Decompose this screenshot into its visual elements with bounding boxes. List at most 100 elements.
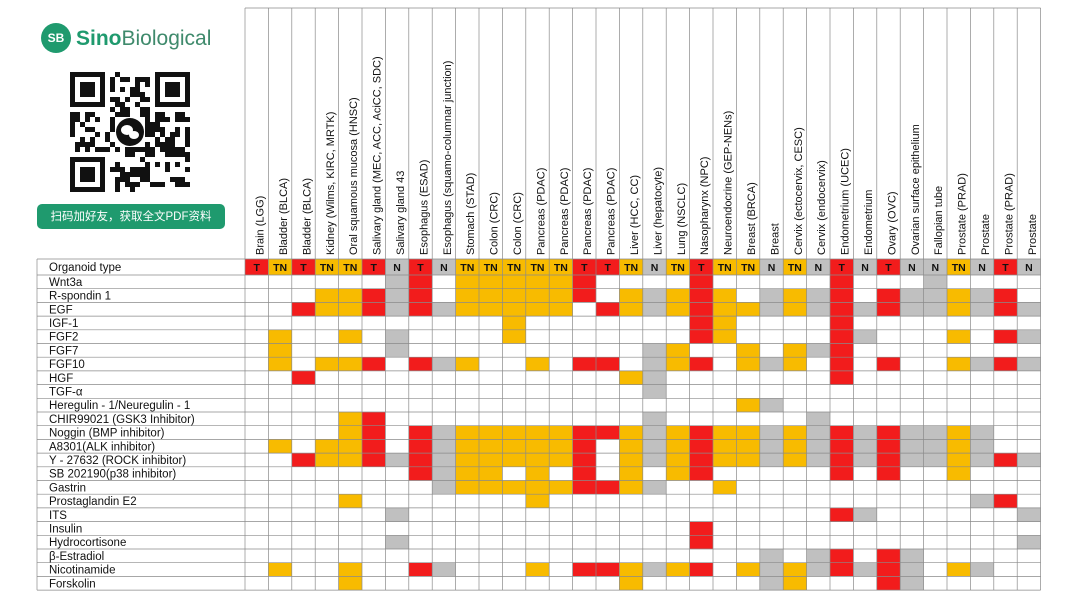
qr-module — [95, 132, 100, 137]
filled-cell — [572, 357, 596, 371]
qr-module — [155, 117, 160, 122]
qr-module — [125, 177, 130, 182]
type-label: TN — [484, 262, 498, 274]
filled-cell — [923, 302, 947, 317]
filled-cell — [385, 288, 409, 303]
filled-cell — [830, 288, 854, 303]
filled-cell — [689, 288, 713, 303]
filled-cell — [1017, 535, 1041, 549]
qr-module — [165, 117, 170, 122]
row-label: IGF-1 — [49, 318, 78, 330]
filled-cell — [619, 576, 643, 591]
filled-cell — [876, 466, 901, 481]
qr-module — [110, 87, 115, 92]
filled-cell — [900, 453, 924, 467]
qr-module — [165, 142, 170, 147]
filled-cell — [689, 466, 713, 481]
filled-cell — [759, 576, 784, 591]
filled-cell — [549, 480, 573, 495]
filled-cell — [619, 439, 643, 454]
filled-cell — [642, 453, 667, 467]
qr-module — [140, 107, 145, 112]
qr-module — [145, 97, 150, 102]
qr-module — [125, 152, 130, 157]
filled-cell — [385, 329, 409, 344]
qr-module — [145, 132, 150, 137]
filled-cell — [642, 562, 667, 577]
column-header: Pancreas (PDAC) — [582, 168, 594, 255]
qr-module — [185, 157, 190, 162]
type-label: T — [604, 262, 611, 274]
qr-module — [120, 112, 125, 117]
type-label: T — [370, 262, 377, 274]
column-header: Esophagus (ESAD) — [418, 160, 430, 255]
qr-module — [140, 112, 145, 117]
qr-module — [110, 127, 115, 132]
filled-cell — [408, 453, 433, 467]
type-cell — [385, 259, 409, 275]
type-cell — [853, 259, 877, 275]
qr-module — [115, 187, 120, 192]
filled-cell — [876, 576, 901, 591]
column-header: Breast (BRCA) — [746, 182, 758, 255]
filled-cell — [970, 439, 994, 454]
filled-cell — [596, 480, 620, 495]
filled-cell — [759, 562, 784, 577]
filled-cell — [666, 302, 690, 317]
filled-cell — [362, 357, 386, 371]
filled-cell — [900, 576, 924, 591]
type-label: T — [885, 262, 892, 274]
filled-cell — [549, 302, 573, 317]
qr-module — [145, 177, 150, 182]
filled-cell — [642, 343, 667, 358]
type-label: TN — [788, 262, 802, 274]
filled-cell — [853, 329, 877, 344]
qr-module — [115, 147, 120, 152]
filled-cell — [666, 357, 690, 371]
row-label: Hydrocortisone — [49, 537, 126, 549]
filled-cell — [455, 357, 479, 371]
qr-module — [120, 102, 125, 107]
filled-cell — [876, 302, 901, 317]
qr-module — [150, 182, 155, 187]
column-header: Ovary (OVC) — [886, 191, 898, 255]
filled-cell — [619, 302, 643, 317]
row-label: Gastrin — [49, 482, 86, 494]
qr-module — [90, 137, 95, 142]
row-label: A8301(ALK inhibitor) — [49, 441, 155, 453]
qr-module — [85, 127, 90, 132]
filled-cell — [689, 275, 713, 289]
type-label: N — [1025, 262, 1033, 274]
filled-cell — [479, 466, 503, 481]
qr-module — [125, 97, 130, 102]
filled-cell — [853, 302, 877, 317]
filled-cell — [642, 302, 667, 317]
filled-cell — [830, 329, 854, 344]
filled-cell — [291, 302, 316, 317]
logo-name: SinoBiological — [76, 27, 211, 50]
type-cell — [1017, 259, 1041, 275]
type-cell — [315, 259, 339, 275]
type-cell — [502, 259, 526, 275]
row-label: HGF — [49, 373, 73, 385]
row-label: Heregulin - 1/Neuregulin - 1 — [49, 400, 190, 412]
type-label: TN — [343, 262, 357, 274]
filled-cell — [713, 480, 737, 495]
row-label: EGF — [49, 304, 73, 316]
qr-module — [175, 162, 180, 167]
filled-cell — [502, 439, 526, 454]
filled-cell — [783, 288, 807, 303]
filled-cell — [713, 439, 737, 454]
type-cell — [619, 259, 643, 275]
filled-cell — [1017, 302, 1041, 317]
qr-module — [165, 162, 170, 167]
qr-module — [155, 142, 160, 147]
filled-cell — [736, 453, 760, 467]
filled-cell — [572, 453, 596, 467]
filled-cell — [689, 329, 713, 344]
qr-module — [140, 172, 145, 177]
filled-cell — [619, 288, 643, 303]
filled-cell — [713, 316, 737, 330]
filled-cell — [525, 425, 550, 440]
